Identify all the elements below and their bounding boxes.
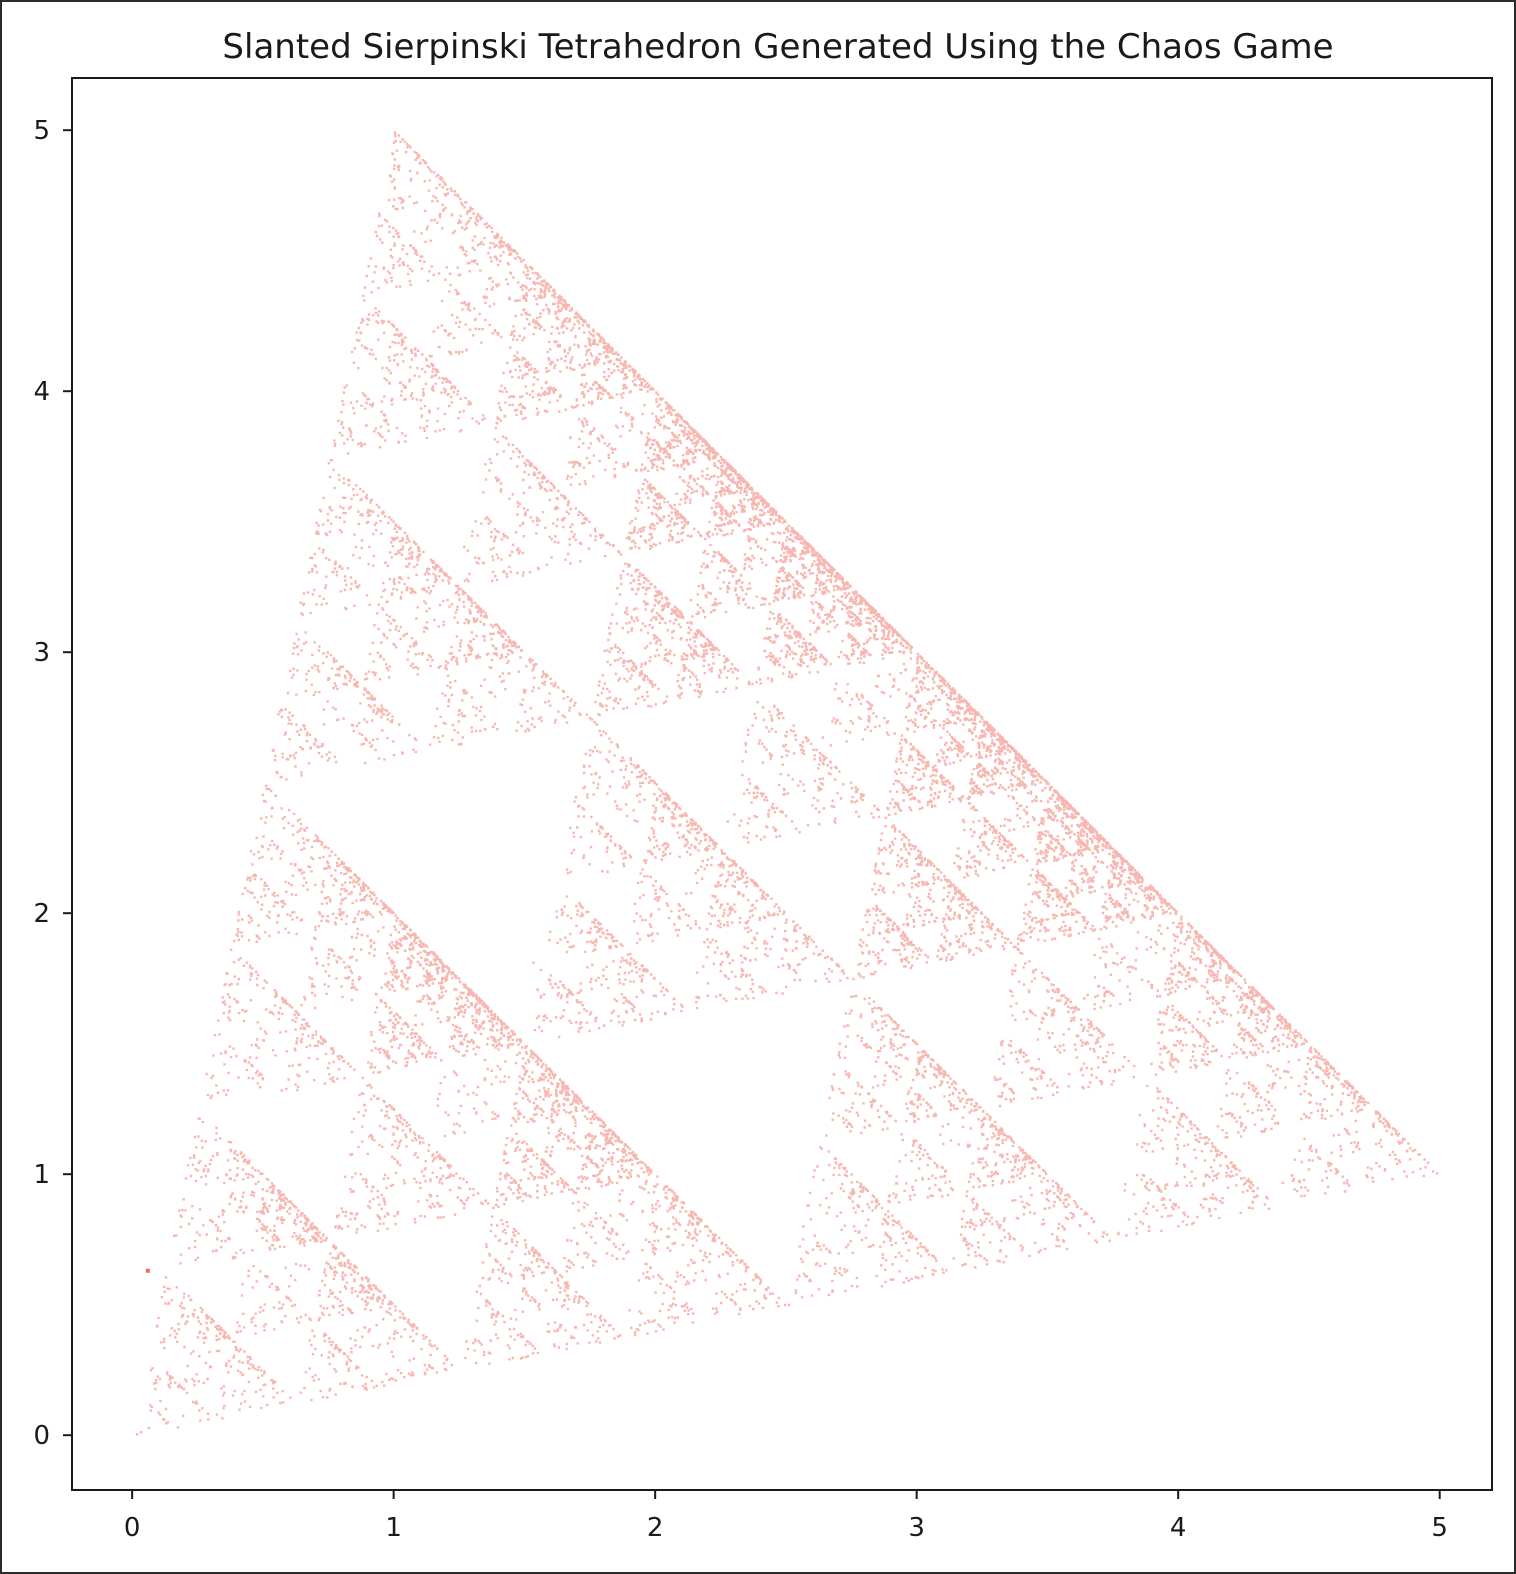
y-tick-label: 1 <box>33 1160 50 1190</box>
y-tick-label: 3 <box>33 638 50 668</box>
scatter-points <box>136 131 1439 1436</box>
x-tick-label: 2 <box>647 1513 664 1543</box>
x-tick-label: 0 <box>124 1513 141 1543</box>
seed-point <box>145 1268 150 1273</box>
y-tick-label: 5 <box>33 116 50 146</box>
plot-area <box>72 78 1492 1490</box>
x-tick-label: 3 <box>908 1513 925 1543</box>
x-tick-label: 1 <box>385 1513 402 1543</box>
y-axis-ticks: 0 1 2 3 4 5 <box>33 116 72 1451</box>
x-tick-label: 4 <box>1170 1513 1187 1543</box>
y-tick-label: 2 <box>33 899 50 929</box>
axes-frame <box>71 77 1493 1491</box>
x-tick-label: 5 <box>1431 1513 1448 1543</box>
y-tick-label: 4 <box>33 377 50 407</box>
x-axis-ticks: 0 1 2 3 4 5 <box>124 1490 1448 1543</box>
chart-title: Slanted Sierpinski Tetrahedron Generated… <box>222 27 1333 67</box>
y-tick-label: 0 <box>33 1421 50 1451</box>
